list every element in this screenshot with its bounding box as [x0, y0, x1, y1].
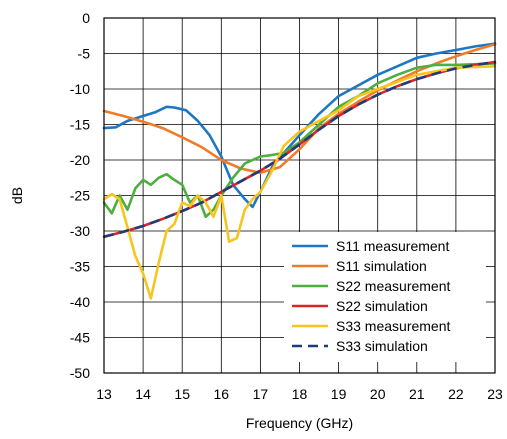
x-tick-label: 22: [448, 386, 464, 402]
series-lines: [102, 42, 497, 300]
y-tick-label: -45: [70, 330, 90, 346]
x-tick-label: 17: [253, 386, 269, 402]
x-tick-label: 21: [409, 386, 425, 402]
y-tick-label: 0: [82, 10, 90, 26]
y-tick-label: -20: [70, 152, 90, 168]
plot-frame: [103, 17, 496, 374]
x-tick-label: 13: [96, 386, 112, 402]
legend-label: S11 simulation: [336, 258, 427, 274]
y-tick-label: -10: [70, 81, 90, 97]
y-tick-label: -30: [70, 223, 90, 239]
y-axis-label: dB: [9, 187, 25, 204]
y-tick-label: -35: [70, 259, 90, 275]
series-line-s33-measurement: [102, 65, 497, 300]
legend-label: S11 measurement: [336, 238, 449, 254]
y-tick-label: -50: [70, 365, 90, 381]
x-tick-label: 23: [487, 386, 503, 402]
x-tick-label: 18: [292, 386, 308, 402]
legend-label: S33 simulation: [336, 338, 428, 354]
legend-label: S22 measurement: [336, 278, 451, 294]
series-line-s33-simulation: [103, 60, 496, 238]
y-tick-label: -40: [70, 294, 90, 310]
x-axis-label: Frequency (GHz): [246, 415, 353, 431]
legend-background: [284, 232, 486, 362]
x-tick-label: 20: [370, 386, 386, 402]
legend: S11 measurement S11 simulation S22 measure…: [284, 232, 486, 362]
x-tick-label: 14: [135, 386, 151, 402]
x-tick-labels: 13 14 15 16 17 18 19 20 21 22 23: [96, 386, 503, 402]
y-tick-labels: 0 -5 -10 -15 -20 -25 -30 -35 -40 -45 -50: [70, 10, 90, 381]
y-tick-label: -25: [70, 188, 90, 204]
x-tick-label: 15: [174, 386, 190, 402]
legend-label: S22 simulation: [336, 298, 428, 314]
series-line-s22-measurement: [102, 62, 497, 219]
legend-label: S33 measurement: [336, 318, 451, 334]
x-tick-label: 19: [331, 386, 347, 402]
x-tick-label: 16: [214, 386, 230, 402]
y-tick-label: -15: [70, 117, 90, 133]
y-tick-label: -5: [78, 46, 91, 62]
series-line-s11-measurement: [102, 42, 497, 209]
